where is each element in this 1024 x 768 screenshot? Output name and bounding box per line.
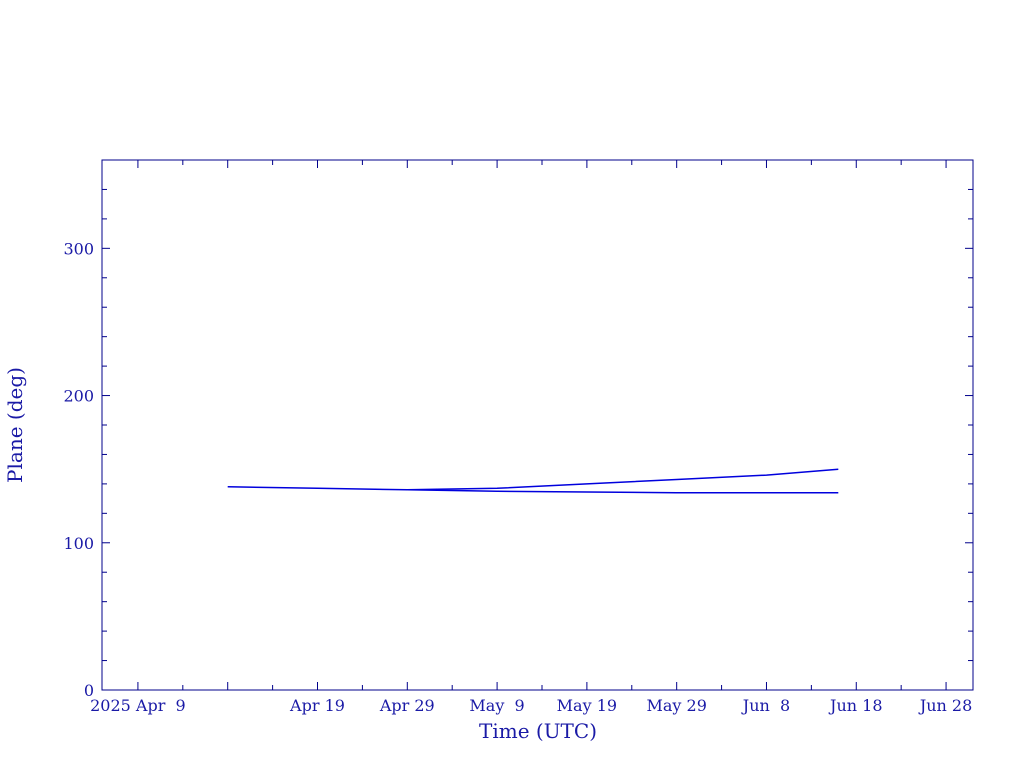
x-tick-label: Jun 8 (741, 696, 790, 715)
x-axis-title: Time (UTC) (479, 719, 597, 743)
x-tick-label: May 9 (469, 696, 524, 715)
plot-frame (101, 159, 974, 691)
series-line (227, 468, 839, 491)
ticks (102, 159, 973, 691)
x-tick-label: 2025 Apr 9 (90, 696, 186, 715)
y-tick-label: 300 (63, 239, 94, 258)
series-line (407, 489, 839, 494)
y-axis-title: Plane (deg) (3, 367, 27, 483)
x-tick-label: Jun 28 (918, 696, 972, 715)
x-tick-label: Jun 18 (828, 696, 882, 715)
tick-labels: 2025 Apr 9 Apr 19 Apr 29 May 9 May 19 May 29 J… (63, 239, 972, 715)
x-tick-label: Apr 19 (289, 696, 345, 715)
x-tick-label: Apr 29 (379, 696, 435, 715)
series-lines (227, 468, 839, 494)
y-tick-label: 100 (63, 534, 94, 553)
x-tick-label: May 29 (646, 696, 706, 715)
y-tick-label: 0 (84, 681, 94, 700)
y-tick-label: 200 (63, 387, 94, 406)
x-tick-label: May 19 (557, 696, 617, 715)
